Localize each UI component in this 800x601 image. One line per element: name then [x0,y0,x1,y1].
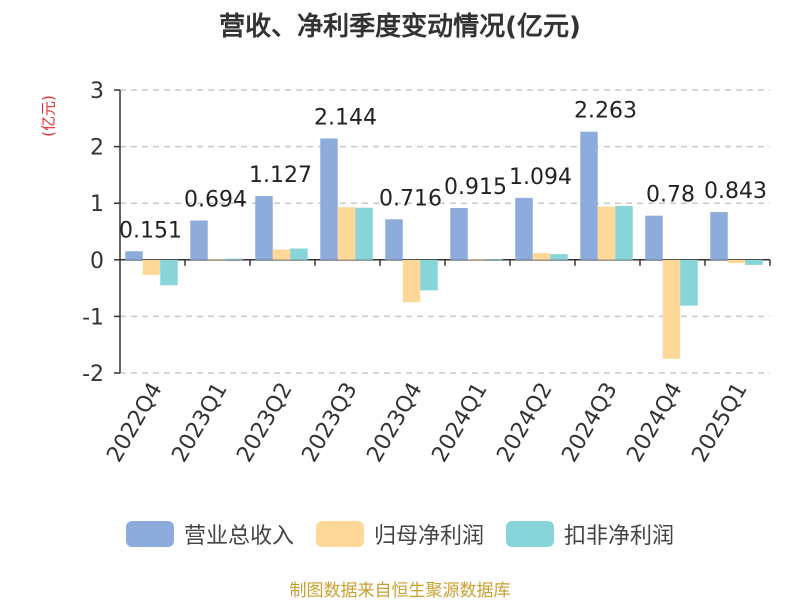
x-tick-label: 2023Q2 [232,379,297,467]
y-tick-label: -2 [82,362,104,387]
x-tick-label: 2025Q1 [687,379,752,467]
legend-swatch [125,521,174,547]
chart-title: 营收、净利季度变动情况(亿元) [219,12,581,42]
data-label: 0.694 [184,188,247,213]
bar-2025Q1-series-1 [727,259,746,264]
bar-2024Q1-series-0 [450,208,468,260]
y-tick-label: 3 [90,79,104,104]
bar-2024Q4-series-1 [662,259,681,359]
legend-label: 扣非净利润 [564,524,675,549]
bar-2024Q2-series-1 [532,253,551,260]
x-tick-label: 2023Q1 [167,379,232,467]
legend-swatch [315,521,364,547]
bar-2023Q1-series-0 [190,220,208,260]
x-tick-label: 2024Q2 [492,379,557,467]
y-tick-label: 2 [90,136,104,161]
bar-2024Q2-series-2 [550,254,568,260]
bar-2023Q2-series-0 [255,196,273,260]
bar-2024Q3-series-2 [615,206,633,260]
bar-2023Q3-series-0 [320,138,338,260]
y-tick-label: -1 [82,305,104,330]
data-label: 0.915 [444,175,507,200]
bar-2022Q4-series-1 [142,259,161,276]
legend-item[interactable]: 扣非净利润 [506,518,674,550]
source-note: 制图数据来自恒生聚源数据库 [289,581,511,601]
bar-2023Q2-series-2 [290,248,308,260]
bar-2022Q4-series-0 [125,251,143,260]
x-tick-label: 2023Q3 [297,379,362,467]
x-tick-label: 2022Q4 [102,379,167,467]
x-tick-label: 2024Q3 [557,379,622,467]
bar-2023Q4-series-2 [420,259,438,291]
legend-label: 营业总收入 [183,524,294,549]
legend: 营业总收入 归母净利润 扣非净利润 [0,518,800,550]
x-tick-label: 2024Q1 [427,379,492,467]
y-tick-label: 1 [90,192,104,217]
data-label: 0.843 [704,179,767,204]
bar-2024Q2-series-0 [515,197,533,260]
legend-item[interactable]: 营业总收入 [125,518,294,550]
bar-2024Q3-series-0 [580,131,598,260]
data-label: 2.263 [574,99,637,124]
data-label: 0.78 [646,183,695,208]
bar-2023Q2-series-1 [272,249,291,260]
bar-2024Q4-series-0 [645,215,663,260]
bar-2023Q3-series-1 [337,207,356,260]
bar-2025Q1-series-0 [710,212,728,260]
y-tick-label: 0 [90,249,104,274]
legend-item[interactable]: 归母净利润 [315,518,484,550]
bar-2025Q1-series-2 [745,259,763,265]
bar-2023Q4-series-1 [402,259,421,303]
data-label: 0.151 [119,218,182,243]
legend-swatch [506,521,554,547]
bar-2023Q3-series-2 [355,207,373,260]
x-tick-label: 2024Q4 [622,379,687,467]
bar-2022Q4-series-2 [160,259,178,286]
data-label: 0.716 [379,186,442,211]
bar-2024Q3-series-1 [597,206,616,260]
bar-2023Q1-series-2 [225,258,243,260]
data-label: 1.127 [249,163,312,188]
data-label: 1.094 [509,165,572,190]
bar-2024Q1-series-2 [485,259,503,261]
bar-2024Q1-series-1 [467,259,486,261]
x-tick-label: 2023Q4 [362,379,427,467]
bar-2023Q4-series-0 [385,219,403,260]
bar-2023Q1-series-1 [207,259,226,261]
bar-2024Q4-series-2 [680,259,698,306]
legend-label: 归母净利润 [373,524,484,549]
data-label: 2.144 [314,105,377,130]
